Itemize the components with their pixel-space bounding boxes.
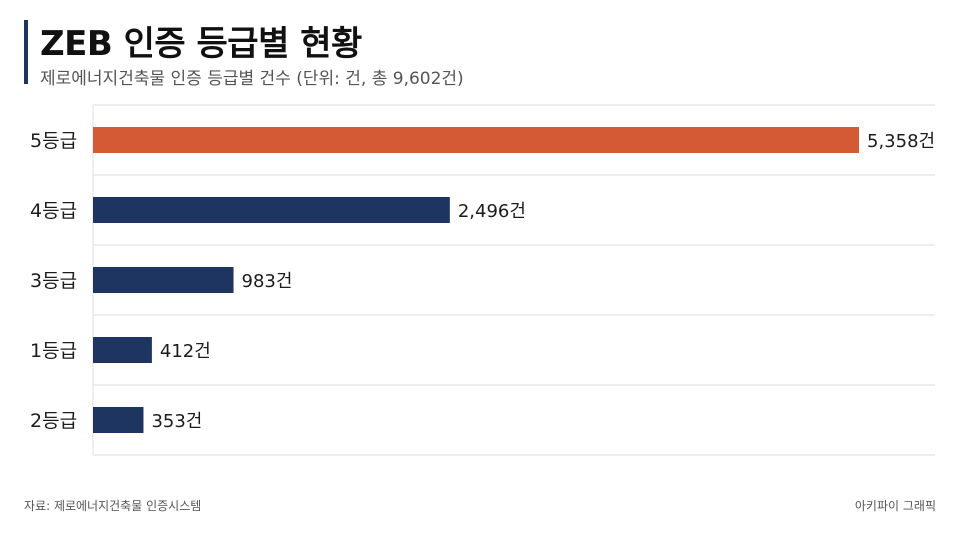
- category-label: 2등급: [30, 410, 77, 432]
- value-label: 2,496건: [458, 201, 526, 222]
- bar: [93, 267, 234, 293]
- value-label: 412건: [160, 341, 211, 362]
- credit-note: 아키파이 그래픽: [854, 499, 936, 513]
- value-label: 5,358건: [867, 131, 935, 152]
- source-note: 자료: 제로에너지건축물 인증시스템: [24, 499, 202, 513]
- page-subtitle: 제로에너지건축물 인증 등급별 건수 (단위: 건, 총 9,602건): [40, 69, 464, 89]
- category-label: 5등급: [30, 130, 77, 152]
- value-label: 983건: [242, 271, 293, 292]
- page-title: ZEB 인증 등급별 현황: [40, 24, 362, 64]
- category-label: 3등급: [30, 270, 77, 292]
- category-label: 1등급: [30, 340, 77, 362]
- bar: [93, 197, 450, 223]
- bar: [93, 337, 152, 363]
- bar: [93, 127, 859, 153]
- title-accent-bar: [24, 20, 28, 84]
- bar: [93, 407, 144, 433]
- category-label: 4등급: [30, 200, 77, 222]
- value-label: 353건: [151, 411, 202, 432]
